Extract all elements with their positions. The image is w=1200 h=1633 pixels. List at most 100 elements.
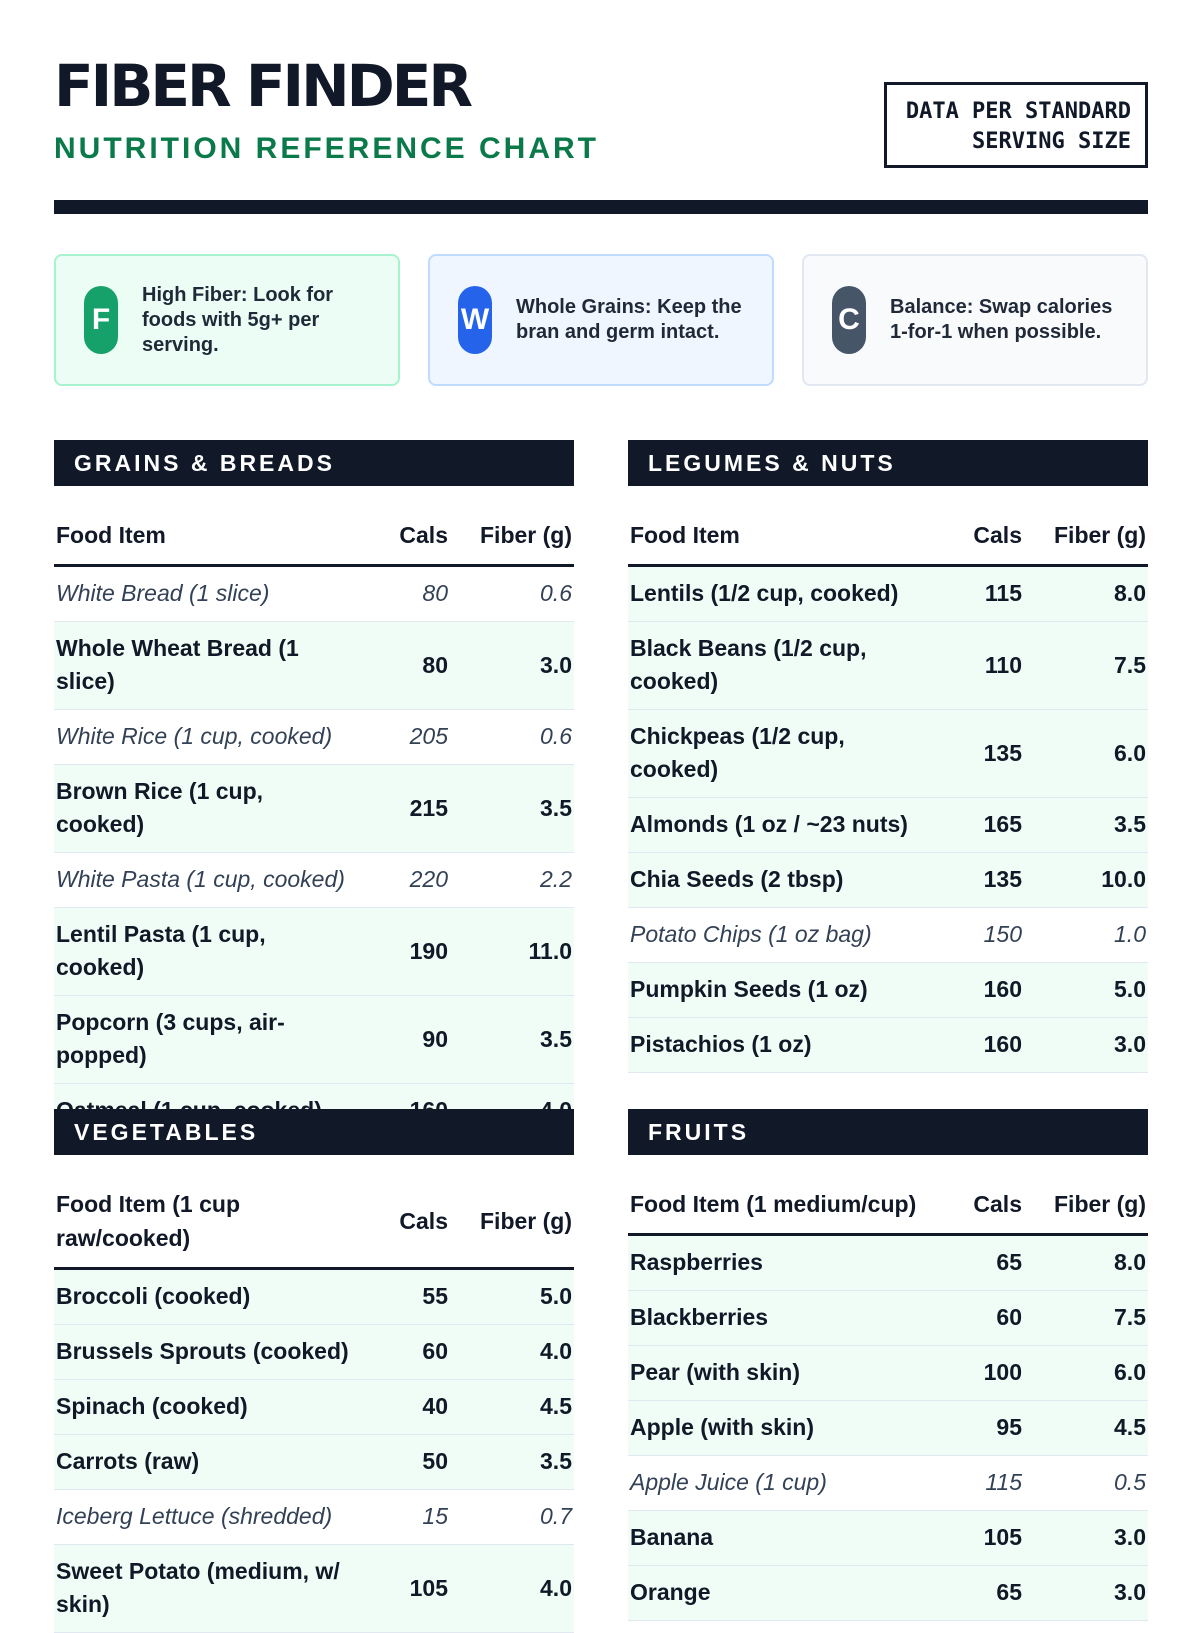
- food-name: Popcorn (3 cups, air-popped): [54, 995, 356, 1084]
- table-row: Pear (with skin) 100 6.0: [628, 1345, 1148, 1401]
- table-row: Apple (with skin) 95 4.5: [628, 1400, 1148, 1456]
- food-name: Pistachios (1 oz): [628, 1017, 930, 1073]
- table-row: Iceberg Lettuce (shredded) 15 0.7: [54, 1489, 574, 1545]
- table-row: Black Beans (1/2 cup, cooked) 110 7.5: [628, 621, 1148, 710]
- calories-value: 15: [356, 1489, 450, 1545]
- section-title: VEGETABLES: [54, 1109, 574, 1155]
- calories-value: 165: [930, 797, 1024, 853]
- food-name: Black Beans (1/2 cup, cooked): [628, 621, 930, 710]
- page-title: FIBER FINDER: [54, 52, 473, 120]
- food-table: Food Item (1 medium/cup) Cals Fiber (g) …: [628, 1177, 1148, 1621]
- calories-value: 105: [356, 1544, 450, 1633]
- col-header-cals: Cals: [930, 1177, 1024, 1236]
- calories-value: 80: [356, 565, 450, 622]
- fiber-value: 10.0: [1024, 852, 1148, 908]
- whole-grain-badge-icon: W: [458, 286, 492, 354]
- food-name: Broccoli (cooked): [54, 1268, 356, 1325]
- calories-value: 160: [930, 1017, 1024, 1073]
- fiber-value: 6.0: [1024, 1345, 1148, 1401]
- food-name: Pumpkin Seeds (1 oz): [628, 962, 930, 1018]
- calories-value: 55: [356, 1268, 450, 1325]
- section-legumes: LEGUMES & NUTS Food Item Cals Fiber (g) …: [628, 440, 1148, 1073]
- food-name: Brussels Sprouts (cooked): [54, 1324, 356, 1380]
- page: FIBER FINDER NUTRITION REFERENCE CHART D…: [54, 0, 1148, 1633]
- table-row: Carrots (raw) 50 3.5: [54, 1434, 574, 1490]
- table-row: Brown Rice (1 cup, cooked) 215 3.5: [54, 764, 574, 853]
- calories-value: 160: [930, 962, 1024, 1018]
- fiber-value: 5.0: [450, 1268, 574, 1325]
- table-row: Broccoli (cooked) 55 5.0: [54, 1268, 574, 1325]
- calories-value: 215: [356, 764, 450, 853]
- food-name: Almonds (1 oz / ~23 nuts): [628, 797, 930, 853]
- food-name: Chia Seeds (2 tbsp): [628, 852, 930, 908]
- food-name: Lentil Pasta (1 cup, cooked): [54, 907, 356, 996]
- table-body: Lentils (1/2 cup, cooked) 115 8.0 Black Bea…: [628, 565, 1148, 1073]
- table-row: Popcorn (3 cups, air-popped) 90 3.5: [54, 995, 574, 1084]
- calories-value: 110: [930, 621, 1024, 710]
- food-name: White Pasta (1 cup, cooked): [54, 852, 356, 908]
- fiber-value: 0.7: [450, 1489, 574, 1545]
- section-title: LEGUMES & NUTS: [628, 440, 1148, 486]
- calories-value: 50: [356, 1434, 450, 1490]
- table-row: Lentil Pasta (1 cup, cooked) 190 11.0: [54, 907, 574, 996]
- calories-value: 115: [930, 565, 1024, 622]
- tip-high-fiber: F High Fiber: Look for foods with 5g+ pe…: [54, 254, 400, 386]
- calories-value: 105: [930, 1510, 1024, 1566]
- food-name: White Rice (1 cup, cooked): [54, 709, 356, 765]
- table-header-row: Food Item (1 medium/cup) Cals Fiber (g): [628, 1177, 1148, 1236]
- table-row: Almonds (1 oz / ~23 nuts) 165 3.5: [628, 797, 1148, 853]
- fiber-value: 4.0: [450, 1544, 574, 1633]
- food-table: Food Item Cals Fiber (g) Lentils (1/2 cu…: [628, 508, 1148, 1073]
- fiber-value: 3.5: [450, 1434, 574, 1490]
- food-name: Spinach (cooked): [54, 1379, 356, 1435]
- fiber-value: 3.0: [1024, 1510, 1148, 1566]
- calorie-badge-icon: C: [832, 286, 866, 354]
- tips-row: F High Fiber: Look for foods with 5g+ pe…: [54, 254, 1148, 386]
- calories-value: 60: [356, 1324, 450, 1380]
- calories-value: 60: [930, 1290, 1024, 1346]
- calories-value: 190: [356, 907, 450, 996]
- food-name: Potato Chips (1 oz bag): [628, 907, 930, 963]
- section-vegetables: VEGETABLES Food Item (1 cup raw/cooked) …: [54, 1109, 574, 1633]
- food-table: Food Item Cals Fiber (g) White Bread (1 …: [54, 508, 574, 1139]
- table-row: Blackberries 60 7.5: [628, 1290, 1148, 1346]
- table-header-row: Food Item (1 cup raw/cooked) Cals Fiber …: [54, 1177, 574, 1270]
- fiber-value: 3.0: [1024, 1017, 1148, 1073]
- fiber-value: 0.6: [450, 709, 574, 765]
- col-header-food: Food Item (1 medium/cup): [628, 1177, 930, 1236]
- fiber-value: 3.5: [1024, 797, 1148, 853]
- calories-value: 80: [356, 621, 450, 710]
- table-header-row: Food Item Cals Fiber (g): [628, 508, 1148, 567]
- food-name: Sweet Potato (medium, w/ skin): [54, 1544, 356, 1633]
- food-name: Apple Juice (1 cup): [628, 1455, 930, 1511]
- table-row: Raspberries 65 8.0: [628, 1234, 1148, 1291]
- fiber-value: 4.5: [1024, 1400, 1148, 1456]
- calories-value: 65: [930, 1565, 1024, 1621]
- calories-value: 90: [356, 995, 450, 1084]
- table-row: Apple Juice (1 cup) 115 0.5: [628, 1455, 1148, 1511]
- food-name: Orange: [628, 1565, 930, 1621]
- tip-balance: C Balance: Swap calories 1-for-1 when po…: [802, 254, 1148, 386]
- table-row: Orange 65 3.0: [628, 1565, 1148, 1621]
- col-header-cals: Cals: [930, 508, 1024, 567]
- table-row: Pumpkin Seeds (1 oz) 160 5.0: [628, 962, 1148, 1018]
- calories-value: 100: [930, 1345, 1024, 1401]
- table-row: Spinach (cooked) 40 4.5: [54, 1379, 574, 1435]
- food-name: Iceberg Lettuce (shredded): [54, 1489, 356, 1545]
- table-row: Potato Chips (1 oz bag) 150 1.0: [628, 907, 1148, 963]
- food-name: Lentils (1/2 cup, cooked): [628, 565, 930, 622]
- col-header-fiber: Fiber (g): [450, 1177, 574, 1270]
- calories-value: 95: [930, 1400, 1024, 1456]
- food-name: Carrots (raw): [54, 1434, 356, 1490]
- calories-value: 65: [930, 1234, 1024, 1291]
- tip-whole-grains: W Whole Grains: Keep the bran and germ i…: [428, 254, 774, 386]
- table-row: Chickpeas (1/2 cup, cooked) 135 6.0: [628, 709, 1148, 798]
- fiber-value: 11.0: [450, 907, 574, 996]
- section-fruits: FRUITS Food Item (1 medium/cup) Cals Fib…: [628, 1109, 1148, 1621]
- calories-value: 135: [930, 709, 1024, 798]
- fiber-value: 1.0: [1024, 907, 1148, 963]
- fiber-value: 0.6: [450, 565, 574, 622]
- tip-text: Balance: Swap calories 1-for-1 when poss…: [890, 296, 1113, 343]
- food-name: Pear (with skin): [628, 1345, 930, 1401]
- serving-note-line2: SERVING SIZE: [972, 129, 1131, 154]
